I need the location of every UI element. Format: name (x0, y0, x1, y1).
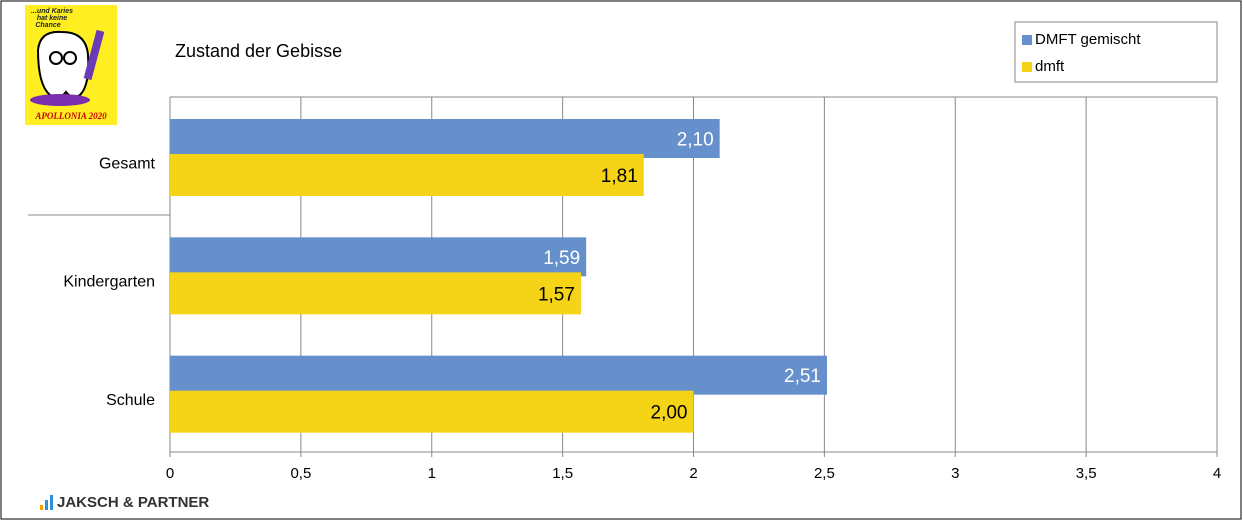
logo-shadow (30, 94, 90, 106)
bar (170, 237, 587, 277)
x-tick-label: 1 (428, 465, 436, 482)
footer-icon (45, 500, 48, 510)
logo-name: APOLLONIA 2020 (34, 111, 107, 121)
logo-brush (83, 29, 105, 81)
x-tick-label: 3 (951, 465, 959, 482)
x-tick-label: 0,5 (290, 465, 311, 482)
logo: ...und Karies hat keine Chance APOLLONIA… (25, 5, 117, 125)
legend-box (1014, 21, 1218, 83)
x-tick-label: 0 (166, 465, 174, 482)
footer-text: JAKSCH & PARTNER (57, 494, 209, 511)
legend-label: dmft (1035, 58, 1065, 75)
bar (170, 154, 644, 196)
footer-icon (40, 505, 43, 510)
y-tick-label: Gesamt (99, 155, 156, 172)
legend-swatch (1022, 35, 1032, 45)
data-label: 1,57 (538, 284, 575, 305)
data-label: 1,59 (543, 248, 580, 269)
logo-text: hat keine (37, 15, 67, 22)
logo-tooth (36, 30, 90, 98)
data-label: 1,81 (601, 166, 638, 187)
data-label: 2,00 (651, 403, 688, 424)
y-tick-label: Kindergarten (63, 274, 155, 291)
bar (170, 272, 581, 315)
data-label: 2,51 (784, 366, 821, 387)
x-tick-label: 2,5 (814, 465, 835, 482)
x-tick-label: 3,5 (1076, 465, 1097, 482)
data-label: 2,10 (677, 130, 714, 151)
chart-title: Zustand der Gebisse (175, 41, 342, 61)
x-tick-label: 2 (689, 465, 697, 482)
logo-eye (49, 51, 63, 65)
y-tick-label: Schule (106, 392, 155, 409)
bar (170, 119, 720, 158)
logo-text: ...und Karies (31, 8, 73, 15)
bar (170, 390, 694, 433)
x-tick-label: 4 (1213, 465, 1221, 482)
footer: JAKSCH & PARTNER (40, 494, 209, 511)
bar (170, 355, 827, 395)
footer-icon (50, 495, 53, 510)
logo-text: Chance (35, 22, 60, 29)
legend-swatch (1022, 62, 1032, 72)
logo-eye (63, 51, 77, 65)
legend-label: DMFT gemischt (1035, 31, 1141, 48)
x-tick-label: 1,5 (552, 465, 573, 482)
